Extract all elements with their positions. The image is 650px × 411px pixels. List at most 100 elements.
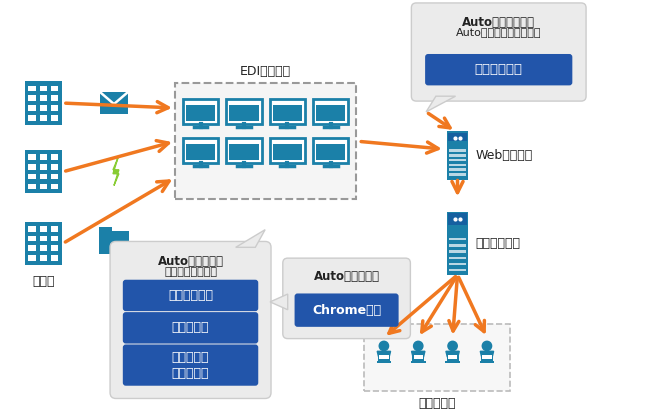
Text: 結果データ
メール送信: 結果データ メール送信 bbox=[172, 351, 209, 380]
FancyBboxPatch shape bbox=[413, 355, 423, 359]
FancyBboxPatch shape bbox=[29, 154, 36, 160]
FancyBboxPatch shape bbox=[40, 85, 47, 91]
FancyBboxPatch shape bbox=[29, 245, 36, 251]
FancyBboxPatch shape bbox=[123, 344, 258, 386]
FancyBboxPatch shape bbox=[376, 360, 391, 363]
FancyBboxPatch shape bbox=[29, 184, 36, 189]
FancyBboxPatch shape bbox=[40, 154, 47, 160]
FancyBboxPatch shape bbox=[270, 139, 305, 163]
FancyBboxPatch shape bbox=[283, 258, 410, 339]
FancyBboxPatch shape bbox=[40, 184, 47, 189]
FancyBboxPatch shape bbox=[29, 255, 36, 261]
FancyBboxPatch shape bbox=[29, 115, 36, 120]
FancyBboxPatch shape bbox=[25, 81, 62, 125]
FancyBboxPatch shape bbox=[448, 244, 466, 247]
Circle shape bbox=[482, 341, 491, 351]
FancyBboxPatch shape bbox=[51, 245, 58, 251]
Text: Autoメール名人から実行: Autoメール名人から実行 bbox=[456, 28, 541, 37]
FancyBboxPatch shape bbox=[448, 169, 466, 171]
FancyBboxPatch shape bbox=[448, 256, 466, 259]
Polygon shape bbox=[113, 158, 119, 185]
Text: 販売店: 販売店 bbox=[32, 275, 55, 288]
FancyBboxPatch shape bbox=[447, 212, 468, 275]
Text: 各営業部門: 各営業部門 bbox=[418, 397, 456, 409]
Text: Autoブラウザ名人: Autoブラウザ名人 bbox=[462, 16, 535, 29]
FancyBboxPatch shape bbox=[40, 245, 47, 251]
FancyBboxPatch shape bbox=[51, 174, 58, 180]
Text: Chrome操作: Chrome操作 bbox=[312, 304, 381, 316]
FancyBboxPatch shape bbox=[99, 231, 129, 254]
FancyBboxPatch shape bbox=[51, 236, 58, 241]
FancyBboxPatch shape bbox=[448, 213, 467, 226]
FancyBboxPatch shape bbox=[99, 227, 112, 233]
FancyBboxPatch shape bbox=[186, 144, 215, 160]
FancyBboxPatch shape bbox=[229, 105, 259, 121]
FancyBboxPatch shape bbox=[29, 85, 36, 91]
FancyBboxPatch shape bbox=[40, 255, 47, 261]
FancyBboxPatch shape bbox=[294, 293, 398, 327]
FancyBboxPatch shape bbox=[123, 280, 258, 311]
FancyBboxPatch shape bbox=[29, 174, 36, 180]
FancyBboxPatch shape bbox=[482, 355, 491, 359]
Polygon shape bbox=[377, 351, 391, 357]
FancyBboxPatch shape bbox=[447, 131, 468, 180]
FancyBboxPatch shape bbox=[40, 95, 47, 101]
FancyBboxPatch shape bbox=[480, 360, 494, 363]
Text: データ交換: データ交換 bbox=[172, 321, 209, 334]
FancyBboxPatch shape bbox=[412, 354, 424, 360]
FancyBboxPatch shape bbox=[316, 144, 345, 160]
Text: Autoメール名人: Autoメール名人 bbox=[157, 255, 224, 268]
FancyBboxPatch shape bbox=[448, 238, 466, 240]
Polygon shape bbox=[270, 294, 288, 310]
Text: スケジュール実行: スケジュール実行 bbox=[164, 267, 217, 277]
FancyBboxPatch shape bbox=[40, 174, 47, 180]
FancyBboxPatch shape bbox=[183, 99, 218, 124]
FancyBboxPatch shape bbox=[29, 164, 36, 170]
FancyBboxPatch shape bbox=[51, 164, 58, 170]
FancyBboxPatch shape bbox=[378, 354, 390, 360]
FancyBboxPatch shape bbox=[272, 105, 302, 121]
FancyBboxPatch shape bbox=[183, 139, 218, 163]
FancyBboxPatch shape bbox=[51, 184, 58, 189]
FancyBboxPatch shape bbox=[186, 105, 215, 121]
FancyBboxPatch shape bbox=[40, 105, 47, 111]
FancyBboxPatch shape bbox=[448, 250, 466, 253]
FancyBboxPatch shape bbox=[313, 99, 348, 124]
FancyBboxPatch shape bbox=[100, 92, 127, 114]
FancyBboxPatch shape bbox=[448, 164, 466, 166]
FancyBboxPatch shape bbox=[411, 360, 426, 363]
FancyBboxPatch shape bbox=[40, 115, 47, 120]
FancyBboxPatch shape bbox=[448, 159, 466, 162]
FancyBboxPatch shape bbox=[226, 139, 261, 163]
Polygon shape bbox=[446, 351, 460, 357]
FancyBboxPatch shape bbox=[448, 173, 466, 175]
Polygon shape bbox=[411, 351, 425, 357]
Text: Webサーバー: Webサーバー bbox=[475, 148, 532, 162]
FancyBboxPatch shape bbox=[51, 85, 58, 91]
FancyBboxPatch shape bbox=[40, 164, 47, 170]
FancyBboxPatch shape bbox=[123, 312, 258, 344]
Circle shape bbox=[413, 341, 423, 351]
FancyBboxPatch shape bbox=[25, 222, 62, 265]
FancyBboxPatch shape bbox=[51, 255, 58, 261]
Polygon shape bbox=[426, 96, 456, 112]
FancyBboxPatch shape bbox=[51, 115, 58, 120]
FancyBboxPatch shape bbox=[270, 99, 305, 124]
FancyBboxPatch shape bbox=[272, 144, 302, 160]
FancyBboxPatch shape bbox=[226, 99, 261, 124]
FancyBboxPatch shape bbox=[29, 105, 36, 111]
FancyBboxPatch shape bbox=[40, 226, 47, 231]
FancyBboxPatch shape bbox=[110, 241, 271, 399]
FancyBboxPatch shape bbox=[448, 355, 457, 359]
FancyBboxPatch shape bbox=[51, 154, 58, 160]
FancyBboxPatch shape bbox=[229, 144, 259, 160]
FancyBboxPatch shape bbox=[40, 236, 47, 241]
FancyBboxPatch shape bbox=[364, 324, 510, 390]
FancyBboxPatch shape bbox=[448, 269, 466, 271]
FancyBboxPatch shape bbox=[445, 360, 460, 363]
FancyBboxPatch shape bbox=[448, 263, 466, 265]
FancyBboxPatch shape bbox=[313, 139, 348, 163]
Text: Autoジョブ名人: Autoジョブ名人 bbox=[313, 270, 380, 283]
Text: ファイル取得: ファイル取得 bbox=[168, 289, 213, 302]
Polygon shape bbox=[236, 230, 265, 247]
